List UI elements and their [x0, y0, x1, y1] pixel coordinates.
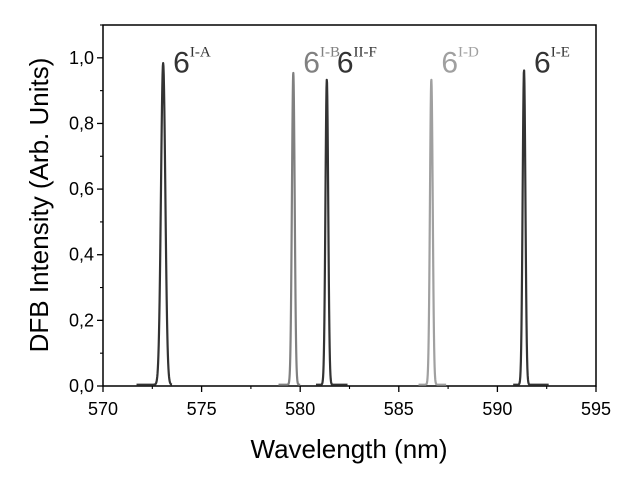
x-tick-label: 595 [581, 399, 611, 419]
series-line-i-e [512, 69, 550, 386]
peak-label-i-d: 6I-D [441, 45, 479, 80]
series-line-i-d [417, 78, 447, 386]
x-tick-label: 585 [384, 399, 414, 419]
x-tick-label: 580 [285, 399, 315, 419]
peak-label-i-a: 6I-A [173, 45, 211, 80]
y-tick-label: 1,0 [69, 48, 94, 68]
y-axis: 0,0 0,2 0,4 0,6 0,8 1,0 [69, 24, 103, 396]
x-tick-label: 575 [187, 399, 217, 419]
series-line-i-a [135, 61, 173, 386]
peak-label-i-e: 6I-E [534, 45, 570, 80]
series-line-ii-f [315, 78, 349, 386]
peak-label-i-b: 6I-B [303, 45, 340, 80]
y-tick-label: 0,2 [69, 310, 94, 330]
series-line-i-b [277, 71, 302, 386]
y-tick-label: 0,4 [69, 245, 94, 265]
y-tick-label: 0,0 [69, 376, 94, 396]
series-layer [135, 61, 550, 386]
peak-label-ii-f: 6II-F [337, 45, 377, 80]
x-axis: 570 575 580 585 590 595 [88, 386, 611, 419]
x-axis-title: Wavelength (nm) [251, 434, 448, 464]
y-tick-label: 0,8 [69, 113, 94, 133]
x-tick-label: 570 [88, 399, 118, 419]
x-tick-label: 590 [482, 399, 512, 419]
y-tick-label: 0,6 [69, 179, 94, 199]
y-axis-title: DFB Intensity (Arb. Units) [24, 58, 54, 353]
